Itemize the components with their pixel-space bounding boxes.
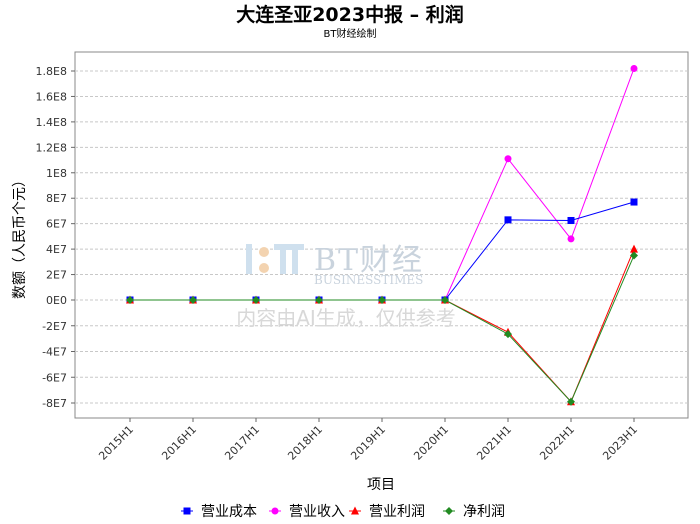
legend-label: 营业收入 bbox=[289, 504, 345, 520]
data-point bbox=[189, 296, 197, 304]
y-tick-label: 1.8E8 bbox=[36, 65, 67, 78]
y-tick-label: -6E7 bbox=[42, 371, 67, 384]
x-tick-label: 2023H1 bbox=[600, 423, 640, 463]
data-point bbox=[441, 296, 449, 304]
data-point bbox=[567, 235, 575, 243]
y-tick-label: 1E8 bbox=[46, 167, 67, 180]
y-tick-label: -4E7 bbox=[42, 346, 67, 359]
data-point bbox=[252, 296, 260, 304]
y-tick-label: 1.2E8 bbox=[36, 141, 67, 154]
x-tick-label: 2021H1 bbox=[474, 423, 514, 463]
watermark-logo-icon bbox=[246, 244, 304, 274]
data-point bbox=[504, 330, 512, 339]
data-point bbox=[567, 216, 575, 224]
legend-marker bbox=[351, 506, 359, 515]
legend-item: 净利润 bbox=[443, 504, 505, 520]
legend-item: 营业利润 bbox=[349, 504, 425, 520]
x-tick-label: 2016H1 bbox=[159, 423, 199, 463]
legend: 营业成本 营业收入 营业利润 净利润 bbox=[181, 504, 505, 520]
x-axis-title: 项目 bbox=[367, 477, 395, 493]
data-point bbox=[567, 397, 575, 406]
y-tick-label: -2E7 bbox=[42, 320, 67, 333]
data-point bbox=[504, 155, 512, 163]
legend-label: 净利润 bbox=[463, 504, 505, 520]
y-tick-label: 8E7 bbox=[46, 192, 67, 205]
data-point bbox=[630, 64, 638, 72]
data-point bbox=[630, 251, 638, 260]
watermark-brand: BT财经 bbox=[314, 243, 424, 278]
legend-label: 营业成本 bbox=[201, 504, 257, 520]
y-tick-label: 2E7 bbox=[46, 269, 67, 282]
legend-marker bbox=[445, 507, 453, 515]
x-tick-label: 2020H1 bbox=[411, 423, 451, 463]
y-axis-ticks: -8E7 -6E7 -4E7 -2E7 0E0 2E7 4E7 6E7 8E7 1E8 1.2E8 1… bbox=[36, 65, 75, 410]
plot-area bbox=[74, 51, 689, 419]
y-tick-label: -8E7 bbox=[42, 397, 67, 410]
legend-marker bbox=[183, 507, 191, 515]
watermark: BT财经 BUSINESSTIMES 内容由AI生成，仅供参考 bbox=[236, 243, 456, 330]
data-point bbox=[378, 296, 386, 304]
y-tick-label: 4E7 bbox=[46, 243, 67, 256]
x-tick-label: 2017H1 bbox=[222, 423, 262, 463]
y-tick-label: 6E7 bbox=[46, 218, 67, 231]
chart-title: 大连圣亚2023中报 – 利润 bbox=[236, 3, 464, 26]
x-axis-ticks: 2015H1 2016H1 2017H1 2018H1 2019H1 2020H1 2021… bbox=[96, 418, 640, 463]
y-tick-label: 1.6E8 bbox=[36, 90, 67, 103]
y-tick-label: 0E0 bbox=[46, 294, 67, 307]
y-tick-label: 1.4E8 bbox=[36, 116, 67, 129]
data-point bbox=[504, 216, 512, 224]
x-tick-label: 2022H1 bbox=[537, 423, 577, 463]
legend-item: 营业收入 bbox=[269, 504, 345, 520]
series-3 bbox=[126, 251, 638, 406]
data-point bbox=[630, 244, 638, 253]
legend-item: 营业成本 bbox=[181, 504, 257, 520]
y-axis-title: 数额（人民币个元） bbox=[12, 173, 28, 299]
data-point bbox=[315, 296, 323, 304]
legend-label: 营业利润 bbox=[369, 504, 425, 520]
chart-subtitle: BT财经绘制 bbox=[324, 27, 377, 40]
x-tick-label: 2015H1 bbox=[96, 423, 136, 463]
data-point bbox=[630, 198, 638, 206]
legend-marker bbox=[271, 507, 279, 515]
x-tick-label: 2019H1 bbox=[348, 423, 388, 463]
data-point bbox=[126, 296, 134, 304]
series-layer bbox=[126, 64, 638, 406]
watermark-brand-en: BUSINESSTIMES bbox=[314, 273, 423, 287]
watermark-notice: 内容由AI生成，仅供参考 bbox=[236, 306, 456, 330]
x-tick-label: 2018H1 bbox=[285, 423, 325, 463]
